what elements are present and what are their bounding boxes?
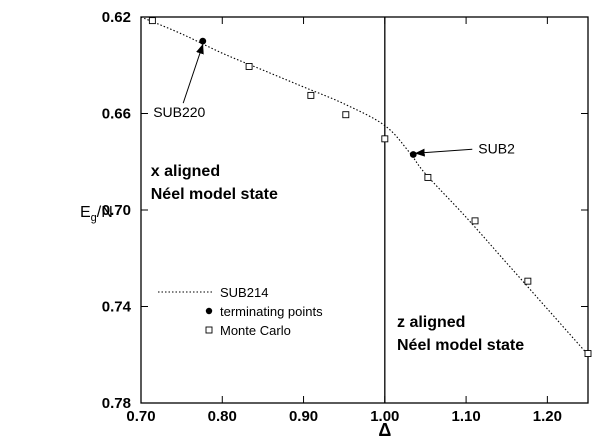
y-tick-label: 0.66 [102,106,131,123]
x-tick-label: 1.10 [451,408,480,425]
annotation-arrow [182,43,204,104]
region-label-line1: z aligned [397,314,465,331]
x-tick-label: 0.80 [208,408,237,425]
annotation-label: SUB2 [478,140,515,156]
x-tick-label: 0.70 [126,408,155,425]
region-label-line2: Néel model state [151,186,278,203]
terminating-point [409,151,417,158]
y-tick-label: 0.70 [102,202,131,219]
monte-carlo-point [148,17,156,25]
region-label-line2: Néel model state [397,337,524,354]
annotation-arrow [414,148,473,157]
monte-carlo-point [381,135,389,143]
y-axis-title-sub: g [91,212,97,224]
region-labels: x aligned Néel model state z aligned Néel m… [151,163,525,354]
y-tick-labels: 0.62 0.66 0.70 0.74 0.78 [102,9,132,412]
legend-entry-label: Monte Carlo [220,323,291,338]
monte-carlo-point [424,173,432,181]
legend-entry-label: terminating points [220,304,323,319]
series-monte-carlo-points [148,17,592,357]
terminating-point [199,37,207,45]
x-tick-label: 1.00 [370,408,399,425]
annotation-label: SUB220 [153,104,205,120]
y-axis-title: Eg/N [80,204,113,224]
legend-entry-label: SUB214 [220,285,268,300]
annotations: SUB220 SUB2 [153,43,515,157]
x-tick-label: 1.20 [533,408,562,425]
x-tick-labels: 0.70 0.80 0.90 1.00 1.10 1.20 [126,408,562,425]
x-axis-title: Δ [378,420,391,440]
legend: SUB214 terminating points Monte Carlo [158,285,323,338]
monte-carlo-point [307,91,315,99]
monte-carlo-point [524,277,532,285]
y-tick-label: 0.78 [102,395,131,412]
y-tick-label: 0.62 [102,9,131,26]
monte-carlo-point [584,350,592,357]
y-axis-title-tail: /N [97,204,113,221]
monte-carlo-point [245,63,253,70]
legend-swatch-square [205,326,213,334]
legend-swatch-circle [205,307,213,315]
series-sub214-line [140,16,589,356]
y-axis-title-main: E [80,204,91,221]
region-label-line1: x aligned [151,163,220,180]
monte-carlo-point [342,111,350,119]
y-tick-label: 0.74 [102,299,132,316]
x-tick-label: 0.90 [289,408,318,425]
monte-carlo-point [471,217,479,225]
